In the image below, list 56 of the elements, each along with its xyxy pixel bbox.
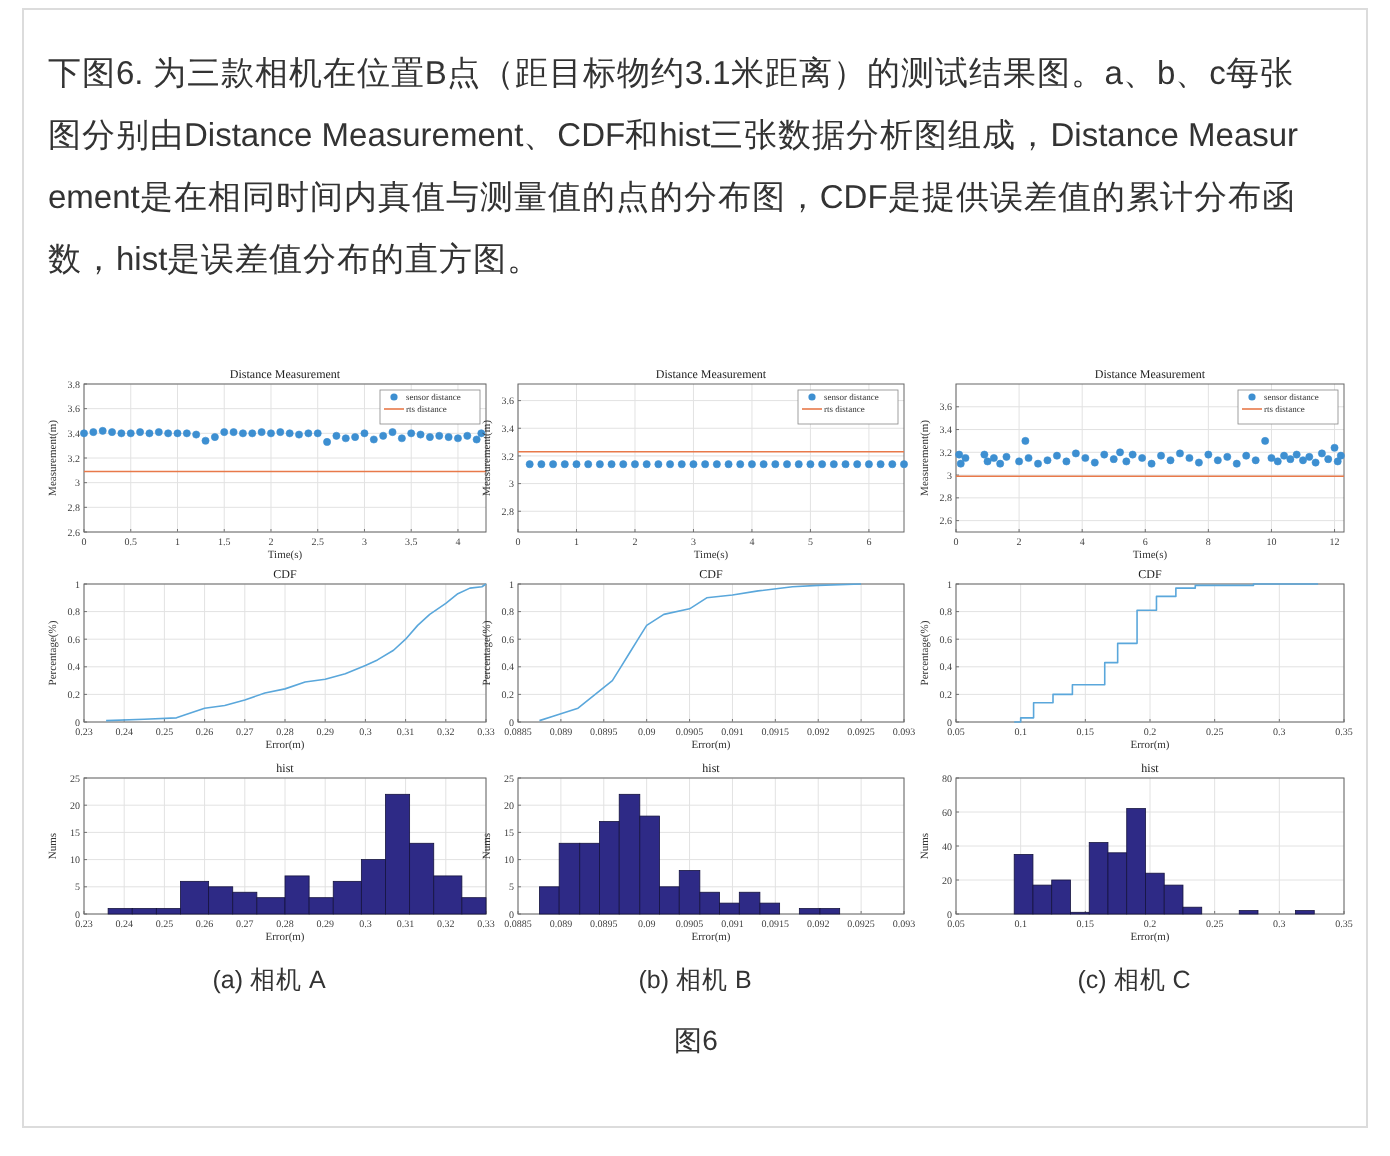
point [1034,459,1042,468]
point [1128,450,1137,459]
point [1138,454,1147,462]
point [961,454,970,462]
point [1318,449,1326,458]
point [989,454,998,462]
point [1299,456,1307,465]
point [980,450,989,459]
point [1267,454,1276,462]
point [1324,455,1333,464]
point [1194,458,1203,467]
point [1081,454,1090,462]
point [1292,450,1301,459]
point [1176,449,1184,458]
point [1333,457,1342,466]
point [1232,459,1241,468]
point [1311,458,1320,467]
point [1090,458,1099,467]
point [1116,448,1124,457]
point [1251,456,1260,465]
point [1166,456,1175,465]
point [983,457,992,466]
point [1185,454,1194,462]
point [1336,451,1345,460]
point [996,459,1005,468]
point [1021,437,1030,445]
point [1147,459,1156,468]
point [1043,456,1052,465]
point [1122,457,1131,466]
point [1204,450,1213,459]
point [1286,455,1295,464]
point [1223,452,1232,461]
point [1330,443,1339,452]
point [1100,450,1109,459]
caption: 图6 [674,1024,718,1060]
point [1024,454,1033,462]
point [955,450,964,459]
point [1280,451,1288,460]
point [1242,451,1251,460]
point [1213,456,1222,465]
point [1261,437,1270,445]
point [1109,455,1118,464]
point [1157,451,1165,460]
text: 下图6. 为三款相机在位置B点（距目标物约3.1米距离）的测试结果图。a、b、c每张图分别由Distance Measurement、CDF和hist三张数据分析图组成，Distance Measurement是在相同时间内真值与测量值的点的分布图，CDF是提供误差值的累计分布函数，hist是误差值分布的直方图。 [48,54,1301,282]
point [1071,449,1080,458]
point [1273,457,1282,466]
line-series [538,583,862,722]
point [1305,452,1314,461]
point [956,459,965,468]
point [1053,451,1061,460]
point [1062,457,1071,466]
text: (b) 相机 B [638,966,752,994]
point [1015,457,1023,466]
text: (c) 相机 C [1077,966,1191,994]
text: (a) 相机 A [212,966,327,994]
point [1002,452,1011,461]
